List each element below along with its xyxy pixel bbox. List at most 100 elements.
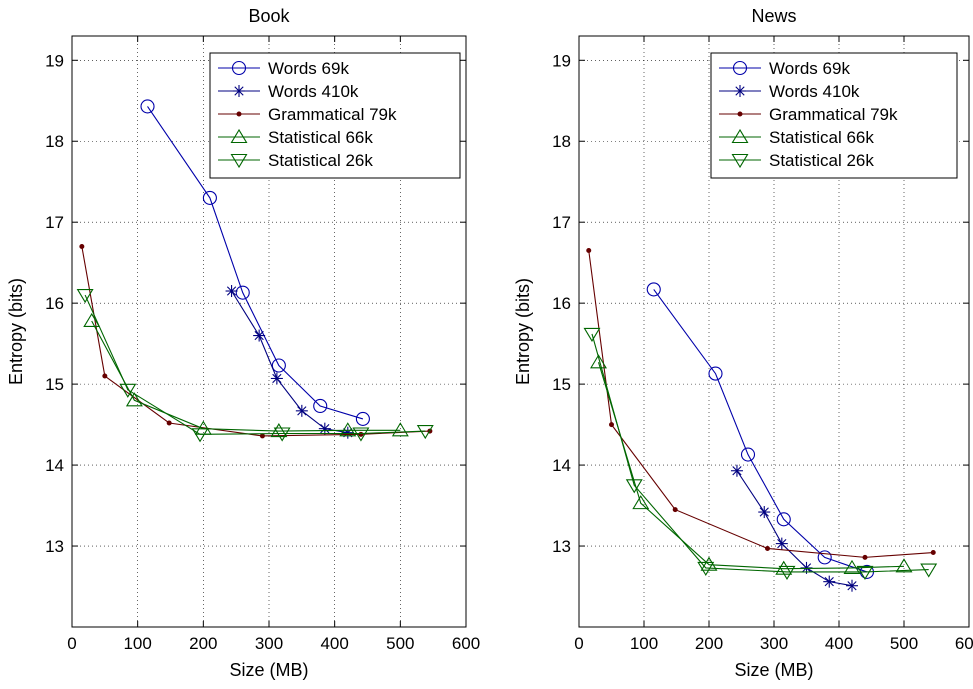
data-point: [125, 392, 143, 407]
x-tick-label: 500: [890, 634, 918, 653]
data-point: [102, 373, 108, 379]
data-point-shape: [632, 495, 650, 510]
data-point: [823, 575, 836, 588]
data-point: [339, 422, 357, 437]
data-point: [697, 561, 715, 576]
series-line: [231, 290, 348, 434]
data-point: [119, 383, 137, 398]
data-point: [778, 565, 796, 581]
data-point-shape: [895, 558, 913, 573]
data-point-shape: [270, 423, 288, 438]
legend-item: Statistical 26k: [719, 151, 874, 170]
legend-marker: [731, 128, 749, 144]
data-point-shape: [920, 563, 938, 578]
data-point-shape: [862, 554, 868, 560]
data-point-shape: [843, 559, 861, 574]
y-tick-label: 14: [45, 456, 64, 475]
x-axis-label: Size (MB): [734, 660, 813, 680]
data-point-shape: [625, 479, 643, 494]
legend-item: Grammatical 79k: [719, 105, 898, 124]
legend-marker-shape: [731, 153, 749, 169]
x-tick-label: 300: [760, 634, 788, 653]
series-line: [147, 106, 364, 420]
data-point-stroke: [759, 507, 769, 517]
legend-label: Words 69k: [268, 59, 349, 78]
legend-item: Words 410k: [719, 82, 860, 101]
data-point-shape: [140, 99, 155, 114]
x-tick-label: 500: [386, 634, 414, 653]
data-point-shape: [166, 420, 172, 426]
data-point: [895, 558, 913, 573]
legend-label: Statistical 26k: [268, 151, 373, 170]
legend-item: Grammatical 79k: [218, 105, 397, 124]
data-point: [225, 285, 238, 298]
x-tick-label: 0: [574, 634, 583, 653]
legend-label: Words 410k: [268, 82, 359, 101]
data-point: [590, 354, 607, 369]
data-point: [270, 423, 288, 438]
legend-marker: [731, 153, 749, 169]
legend-marker: [737, 111, 743, 117]
data-point-stroke: [732, 466, 742, 476]
data-point: [775, 537, 788, 550]
series-grammatical-79k: [79, 243, 433, 439]
data-point: [273, 427, 291, 442]
legend-marker-shape: [231, 60, 247, 76]
x-tick-label: 200: [695, 634, 723, 653]
data-point: [313, 398, 328, 414]
y-tick-label: 13: [552, 537, 571, 556]
legend-marker-stroke: [234, 86, 244, 96]
series-line: [91, 320, 401, 432]
data-point: [76, 289, 94, 304]
legend-item: Statistical 66k: [218, 128, 373, 147]
chart-panel-book: 0 100 200 300 400 500 600 13 14 15 16 17 18 19 Book Siz…: [6, 6, 480, 680]
y-tick-label: 15: [45, 375, 64, 394]
legend: Words 69k Words 410k Grammatical 79k Statis…: [710, 52, 958, 179]
data-point-shape: [609, 422, 614, 428]
data-point-shape: [930, 550, 936, 556]
data-point: [83, 312, 101, 328]
data-point: [846, 579, 858, 592]
data-point-shape: [79, 243, 85, 249]
data-point: [862, 554, 868, 560]
legend-label: Statistical 66k: [769, 128, 874, 147]
data-point: [740, 447, 756, 462]
series-line: [736, 470, 853, 587]
y-axis-label: Entropy (bits): [6, 278, 26, 385]
y-tick-label: 15: [552, 375, 571, 394]
data-point-shape: [416, 425, 434, 440]
legend-box: [710, 52, 958, 179]
y-tick-label: 18: [552, 132, 571, 151]
x-tick-label: 0: [67, 634, 76, 653]
y-axis-label: Entropy (bits): [513, 278, 533, 385]
data-point: [583, 327, 601, 342]
data-point-shape: [697, 561, 715, 576]
data-point: [817, 550, 832, 565]
data-point-shape: [646, 282, 661, 297]
data-point: [609, 422, 614, 428]
series-line: [588, 250, 934, 558]
data-point: [166, 420, 172, 426]
data-point-shape: [191, 428, 209, 443]
legend-label: Words 69k: [769, 59, 850, 78]
legend-marker-shape: [732, 60, 748, 76]
legend-marker-shape: [236, 111, 242, 117]
data-point-stroke: [847, 581, 857, 591]
data-point: [776, 512, 791, 527]
y-tick-label: 18: [45, 132, 64, 151]
y-tick-label: 17: [552, 213, 571, 232]
series-line: [591, 333, 929, 573]
data-point: [391, 422, 409, 437]
data-point-shape: [740, 447, 756, 462]
y-tick-label: 16: [45, 294, 64, 313]
legend-label: Words 410k: [769, 82, 860, 101]
x-tick-label: 600: [452, 634, 480, 653]
data-point-stroke: [226, 286, 237, 296]
data-point: [843, 559, 861, 574]
series-statistical-26k: [76, 289, 434, 443]
legend-item: Statistical 26k: [218, 151, 373, 170]
y-tick-label: 16: [552, 294, 571, 313]
x-axis-label: Size (MB): [229, 660, 308, 680]
series-words-410k: [225, 285, 354, 439]
data-point-stroke: [320, 424, 330, 434]
